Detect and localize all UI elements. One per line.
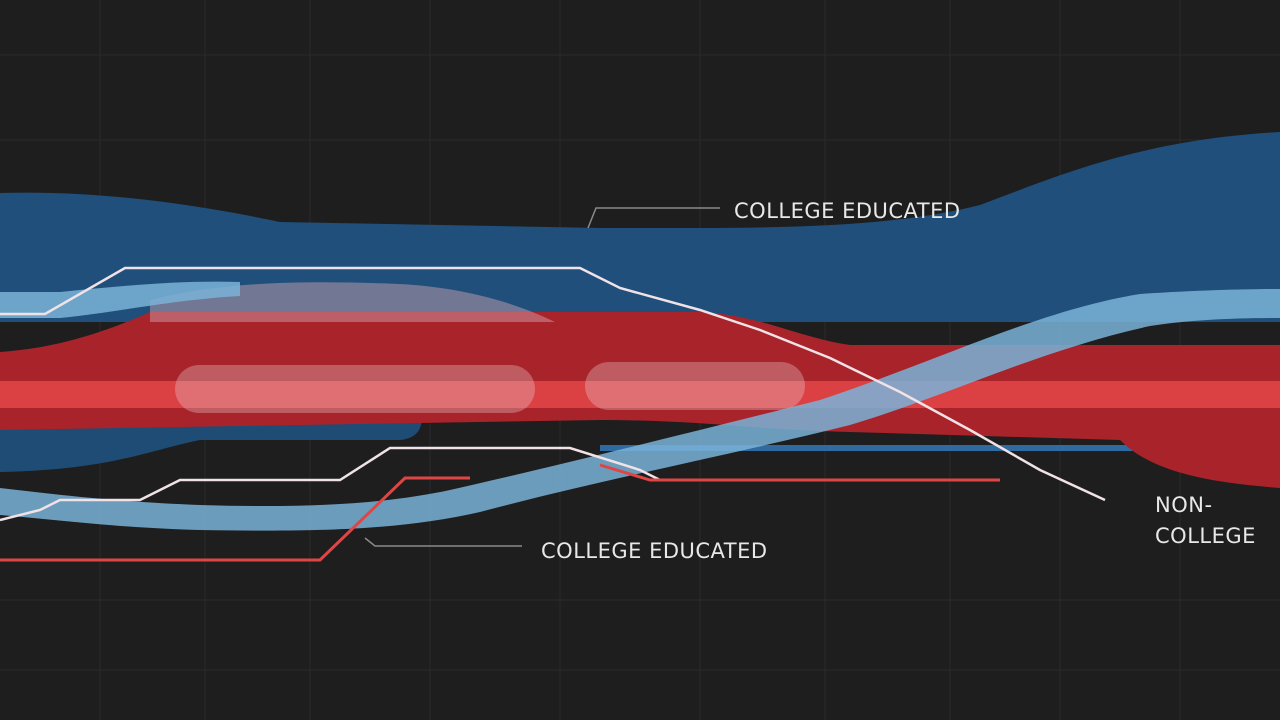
leader-top — [587, 207, 720, 229]
red-stripe — [0, 381, 1280, 408]
label-non-college-line1: NON- — [1155, 493, 1213, 517]
leader-bottom — [364, 537, 522, 547]
pale-ribbon — [150, 282, 555, 322]
label-non-college-line2: COLLEGE — [1155, 524, 1256, 548]
pale-pill-2 — [585, 362, 805, 410]
label-college-educated-bottom: COLLEGE EDUCATED — [541, 539, 768, 563]
white-lines — [0, 266, 1106, 522]
dark-blue-band-top — [0, 132, 1280, 322]
red-line — [0, 476, 470, 562]
label-college-educated-top: COLLEGE EDUCATED — [734, 199, 961, 223]
dark-blue-strand — [600, 445, 1280, 451]
light-blue-ribbon-upper — [0, 281, 240, 318]
label-non-college: NON- COLLEGE — [1155, 490, 1256, 552]
pale-pill-1 — [175, 365, 535, 413]
light-blue-ribbon — [0, 289, 1280, 531]
red-line-right — [599, 463, 1000, 482]
